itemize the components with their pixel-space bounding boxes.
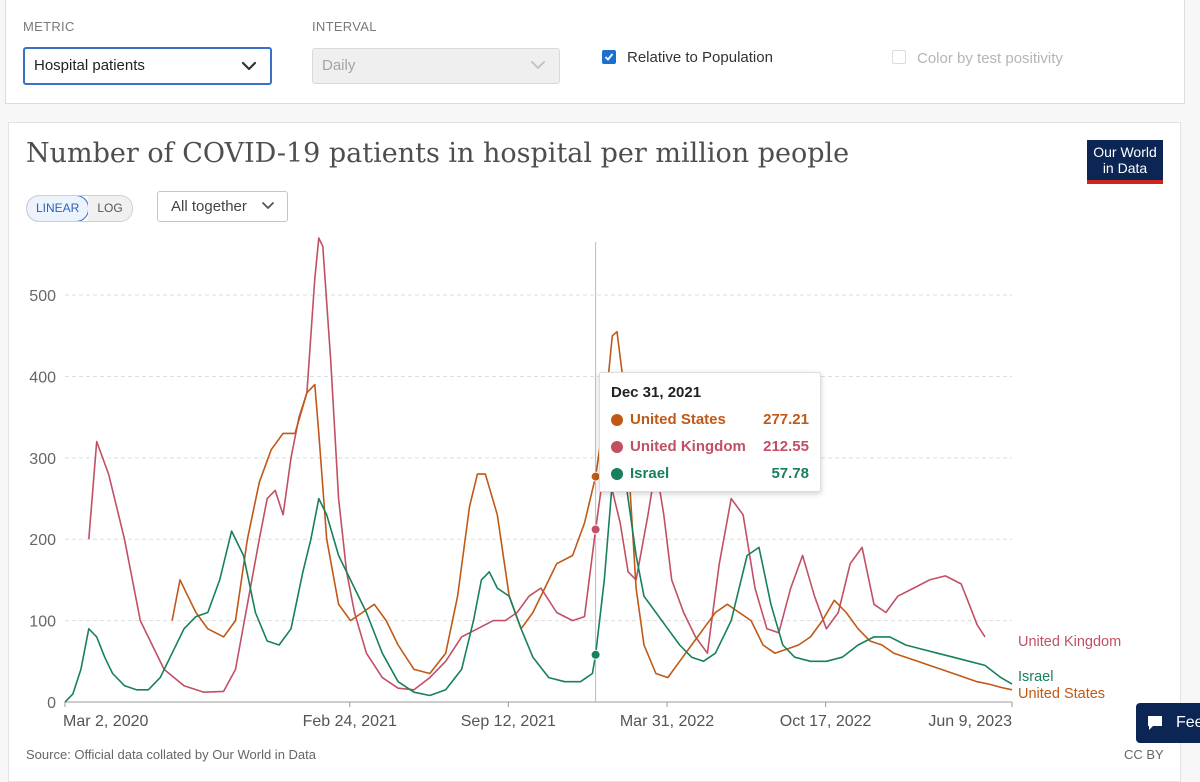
tooltip-country: United Kingdom — [630, 438, 746, 455]
test-positivity-label[interactable]: Color by test positivity — [917, 50, 1063, 67]
legend-dot-icon — [611, 414, 623, 426]
y-tick-label: 300 — [29, 451, 56, 468]
interval-value: Daily — [322, 57, 356, 74]
tooltip-value: 212.55 — [763, 438, 809, 455]
relative-population-label[interactable]: Relative to Population — [627, 49, 773, 66]
tooltip-value: 277.21 — [763, 411, 809, 428]
metric-dropdown[interactable]: Hospital patients — [23, 47, 272, 85]
feedback-button[interactable]: Feedback — [1136, 703, 1200, 743]
series-end-label: United States — [1018, 686, 1105, 702]
chart-tooltip: Dec 31, 2021 United States 277.21 United… — [599, 372, 821, 492]
log-scale-button[interactable]: LOG — [88, 196, 132, 221]
tooltip-value: 57.78 — [771, 465, 809, 482]
legend-dot-icon — [611, 468, 623, 480]
x-tick-label: Oct 17, 2022 — [780, 713, 872, 730]
legend-dot-icon — [611, 441, 623, 453]
x-tick-label: Jun 9, 2023 — [928, 713, 1012, 730]
license-link[interactable]: CC BY — [1124, 747, 1164, 762]
facet-dropdown[interactable]: All together — [157, 191, 288, 222]
x-tick-label: Mar 31, 2022 — [620, 713, 714, 730]
feedback-label: Feedback — [1176, 714, 1200, 731]
tooltip-row-united-states: United States 277.21 — [611, 411, 809, 429]
tooltip-country: Israel — [630, 465, 670, 482]
logo-line-2: in Data — [1102, 160, 1148, 176]
series-line-us — [171, 330, 1013, 691]
series-end-label: Israel — [1018, 669, 1053, 685]
owid-logo[interactable]: Our World in Data — [1087, 140, 1163, 184]
line-chart[interactable]: 0 100 200 300 400 500 Mar 2, 2020 Feb 24, 2021 S… — [0, 0, 1200, 761]
chevron-down-icon — [262, 202, 274, 209]
series-line-uk — [88, 237, 986, 693]
chat-icon — [1148, 716, 1162, 730]
x-tick-label: Feb 24, 2021 — [303, 713, 397, 730]
interval-label: INTERVAL — [312, 19, 377, 34]
x-tick-label: Mar 2, 2020 — [63, 713, 148, 730]
tooltip-row-israel: Israel 57.78 — [611, 465, 809, 483]
tooltip-row-united-kingdom: United Kingdom 212.55 — [611, 438, 809, 456]
series-line-israel — [64, 440, 1013, 703]
test-positivity-checkbox[interactable] — [892, 50, 906, 64]
relative-population-checkbox[interactable] — [602, 50, 616, 64]
chevron-down-icon — [241, 61, 257, 71]
y-tick-label: 100 — [29, 614, 56, 631]
x-tick-label: Sep 12, 2021 — [461, 713, 556, 730]
hover-point-israel — [590, 649, 601, 660]
metric-label: METRIC — [23, 19, 75, 34]
y-tick-label: 400 — [29, 369, 56, 386]
hover-point-uk — [590, 524, 601, 535]
check-icon — [604, 53, 614, 61]
scale-toggle: LINEAR LOG — [26, 195, 133, 222]
y-tick-label: 500 — [29, 288, 56, 305]
facet-value: All together — [171, 198, 247, 215]
tooltip-date: Dec 31, 2021 — [611, 384, 702, 401]
metric-value: Hospital patients — [34, 57, 145, 74]
tooltip-country: United States — [630, 411, 726, 428]
logo-line-1: Our World — [1093, 144, 1157, 160]
controls-panel: METRIC Hospital patients INTERVAL Daily … — [5, 0, 1185, 104]
y-tick-label: 0 — [47, 695, 56, 712]
interval-dropdown[interactable]: Daily — [312, 48, 560, 84]
series-end-label: United Kingdom — [1018, 634, 1121, 650]
y-tick-label: 200 — [29, 532, 56, 549]
chart-card — [8, 122, 1181, 782]
chevron-down-icon — [531, 61, 545, 69]
source-note[interactable]: Source: Official data collated by Our Wo… — [26, 747, 316, 762]
chart-title: Number of COVID-19 patients in hospital … — [26, 138, 850, 169]
linear-scale-button[interactable]: LINEAR — [26, 196, 90, 221]
